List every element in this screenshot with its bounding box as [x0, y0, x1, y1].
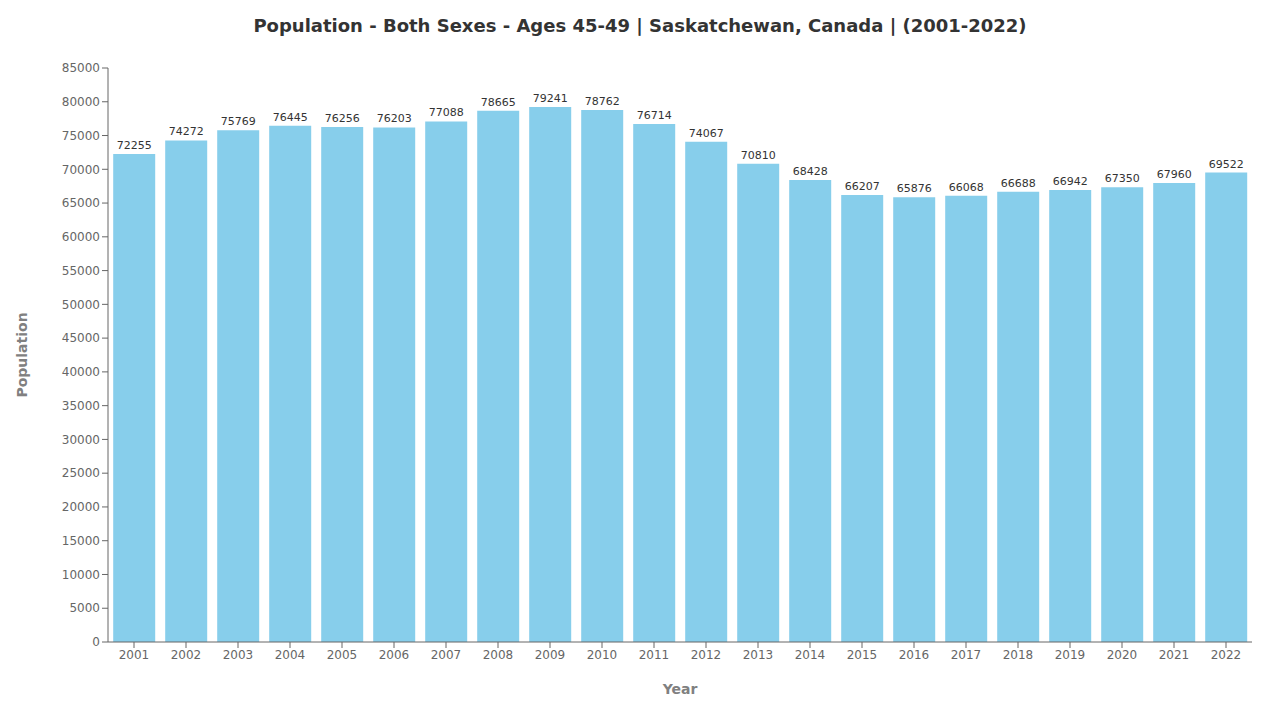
svg-text:2017: 2017	[951, 648, 982, 662]
svg-text:2008: 2008	[483, 648, 514, 662]
svg-text:2019: 2019	[1055, 648, 1086, 662]
svg-text:20000: 20000	[62, 500, 100, 514]
svg-text:2004: 2004	[275, 648, 306, 662]
svg-text:70810: 70810	[741, 149, 776, 162]
svg-text:70000: 70000	[62, 163, 100, 177]
svg-text:76256: 76256	[325, 112, 360, 125]
svg-text:2007: 2007	[431, 648, 462, 662]
svg-text:69522: 69522	[1209, 158, 1244, 171]
svg-text:5000: 5000	[69, 601, 100, 615]
svg-text:66688: 66688	[1001, 177, 1036, 190]
svg-text:74067: 74067	[689, 127, 724, 140]
svg-text:25000: 25000	[62, 466, 100, 480]
svg-text:2009: 2009	[535, 648, 566, 662]
svg-text:2014: 2014	[795, 648, 826, 662]
svg-text:66207: 66207	[845, 180, 880, 193]
svg-text:2013: 2013	[743, 648, 774, 662]
svg-text:55000: 55000	[62, 264, 100, 278]
svg-text:2022: 2022	[1211, 648, 1242, 662]
svg-text:68428: 68428	[793, 165, 828, 178]
svg-text:2006: 2006	[379, 648, 410, 662]
svg-text:45000: 45000	[62, 331, 100, 345]
svg-text:67960: 67960	[1157, 168, 1192, 181]
svg-text:75000: 75000	[62, 129, 100, 143]
svg-text:80000: 80000	[62, 95, 100, 109]
svg-text:74272: 74272	[169, 125, 204, 138]
svg-text:66068: 66068	[949, 181, 984, 194]
svg-text:2011: 2011	[639, 648, 670, 662]
svg-text:Year: Year	[662, 681, 698, 697]
svg-text:65000: 65000	[62, 196, 100, 210]
svg-text:2018: 2018	[1003, 648, 1034, 662]
svg-text:78762: 78762	[585, 95, 620, 108]
svg-text:Population: Population	[14, 312, 30, 397]
svg-text:65876: 65876	[897, 182, 932, 195]
svg-text:40000: 40000	[62, 365, 100, 379]
svg-text:10000: 10000	[62, 568, 100, 582]
svg-text:77088: 77088	[429, 106, 464, 119]
svg-text:76714: 76714	[637, 109, 672, 122]
svg-text:2020: 2020	[1107, 648, 1138, 662]
html-text:Population - Both Sexes - Ages: Population - Both Sexes - Ages 45-49 | S…	[253, 15, 1027, 36]
svg-text:76203: 76203	[377, 112, 412, 125]
svg-text:2016: 2016	[899, 648, 930, 662]
svg-text:76445: 76445	[273, 111, 308, 124]
svg-text:2002: 2002	[171, 648, 202, 662]
svg-text:2001: 2001	[119, 648, 150, 662]
svg-text:2003: 2003	[223, 648, 254, 662]
svg-text:79241: 79241	[533, 92, 568, 105]
svg-text:2012: 2012	[691, 648, 722, 662]
svg-text:2010: 2010	[587, 648, 618, 662]
svg-text:72255: 72255	[117, 139, 152, 152]
svg-text:2015: 2015	[847, 648, 878, 662]
svg-text:78665: 78665	[481, 96, 516, 109]
svg-text:60000: 60000	[62, 230, 100, 244]
svg-text:85000: 85000	[62, 61, 100, 75]
svg-text:75769: 75769	[221, 115, 256, 128]
svg-text:30000: 30000	[62, 433, 100, 447]
svg-text:2005: 2005	[327, 648, 358, 662]
svg-text:2021: 2021	[1159, 648, 1190, 662]
svg-text:0: 0	[92, 635, 100, 649]
svg-text:67350: 67350	[1105, 172, 1140, 185]
svg-text:15000: 15000	[62, 534, 100, 548]
svg-text:50000: 50000	[62, 298, 100, 312]
svg-text:66942: 66942	[1053, 175, 1088, 188]
svg-text:35000: 35000	[62, 399, 100, 413]
